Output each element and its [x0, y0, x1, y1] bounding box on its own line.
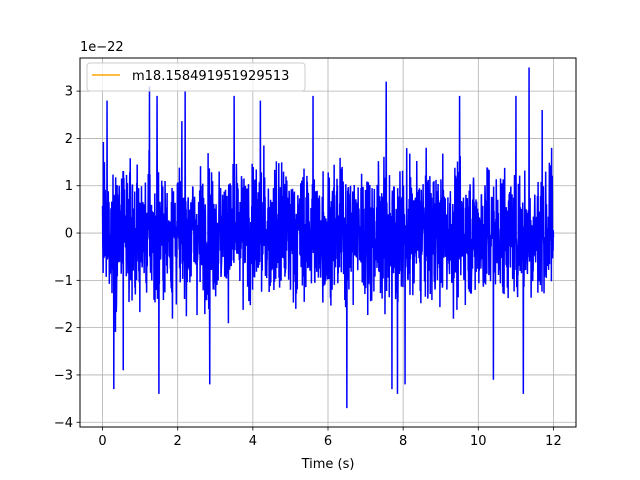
x-tick-label: 2 [174, 434, 182, 449]
x-tick-label: 8 [399, 434, 407, 449]
y-tick-label: −4 [54, 416, 73, 431]
y-tick-label: 2 [65, 132, 73, 147]
y-tick-label: −1 [54, 274, 73, 289]
x-tick-label: 6 [324, 434, 332, 449]
x-tick-label: 4 [249, 434, 257, 449]
x-tick-label: 0 [98, 434, 106, 449]
x-axis-ticks: 0 2 4 6 8 10 12 [98, 427, 562, 449]
signal-series-line [101, 67, 555, 409]
x-tick-label: 10 [470, 434, 487, 449]
y-offset-label: 1e−22 [80, 40, 124, 55]
x-axis-label: Time (s) [301, 457, 355, 472]
y-tick-label: 0 [65, 227, 73, 242]
plot-area [101, 67, 555, 409]
x-tick-label: 12 [545, 434, 562, 449]
series-layer [101, 67, 555, 409]
y-tick-label: −2 [54, 321, 73, 336]
y-tick-label: −3 [54, 368, 73, 383]
y-tick-label: 1 [65, 179, 73, 194]
y-axis-ticks: −4 −3 −2 −1 0 1 2 3 [54, 85, 80, 431]
y-tick-label: 3 [65, 85, 73, 100]
legend: m18.158491951929513 [86, 62, 306, 92]
legend-box [86, 62, 306, 92]
legend-entry-label: m18.158491951929513 [132, 69, 289, 84]
